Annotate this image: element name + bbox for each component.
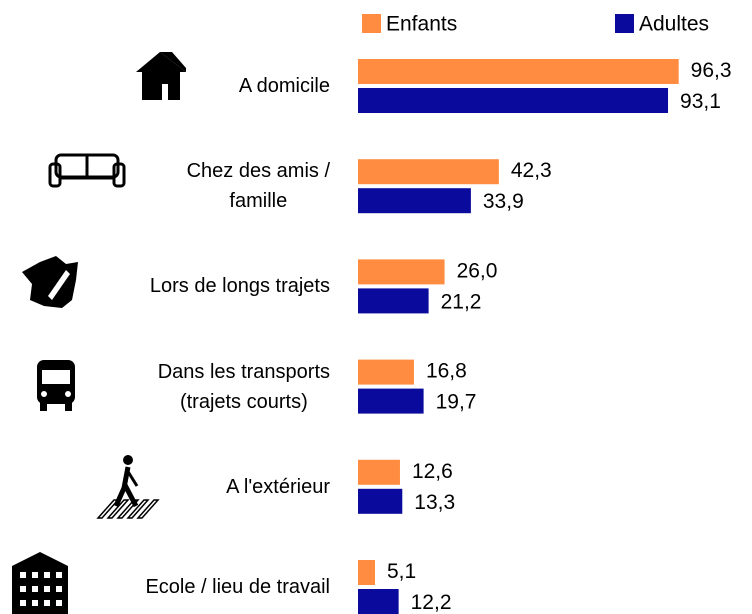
bar xyxy=(358,159,499,185)
bus-icon xyxy=(37,360,75,411)
value-label: 13,3 xyxy=(414,491,455,514)
value-label: 16,8 xyxy=(426,360,467,383)
house-icon xyxy=(136,52,186,100)
bar xyxy=(358,388,424,414)
legend-label: Enfants xyxy=(386,13,457,36)
bar xyxy=(358,88,669,113)
bar xyxy=(358,589,399,614)
value-label: 96,3 xyxy=(691,59,732,82)
bar xyxy=(358,259,445,285)
bar xyxy=(358,560,375,585)
category-label: A domicile xyxy=(238,75,330,97)
category-label: Lors de longs trajets xyxy=(149,275,330,298)
category-label: A l'extérieur xyxy=(226,475,330,498)
bar xyxy=(358,488,403,514)
legend-label: Adultes xyxy=(639,13,709,36)
france-icon xyxy=(22,256,78,308)
category-label: Ecole / lieu de travail xyxy=(145,576,330,598)
value-label: 33,9 xyxy=(483,190,524,213)
building-icon xyxy=(12,552,68,614)
value-label: 93,1 xyxy=(680,90,721,113)
legend-swatch xyxy=(362,14,381,33)
value-label: 12,2 xyxy=(411,591,452,614)
icons xyxy=(12,52,186,614)
value-label: 5,1 xyxy=(387,560,416,583)
value-label: 26,0 xyxy=(457,259,498,282)
bar xyxy=(358,288,429,314)
bar xyxy=(358,359,414,385)
category-label: Dans les transports (trajets courts) xyxy=(157,360,330,413)
value-label: 12,6 xyxy=(412,460,453,483)
pedestrian-icon xyxy=(96,455,160,519)
category-label: Chez des amis / famille xyxy=(186,160,330,213)
legend-swatch xyxy=(615,14,634,33)
sofa-icon xyxy=(48,153,126,188)
value-label: 19,7 xyxy=(436,391,477,414)
value-label: 21,2 xyxy=(441,290,482,313)
bar xyxy=(358,188,471,214)
value-label: 42,3 xyxy=(511,159,552,182)
bar xyxy=(358,459,400,485)
bar xyxy=(358,59,679,84)
